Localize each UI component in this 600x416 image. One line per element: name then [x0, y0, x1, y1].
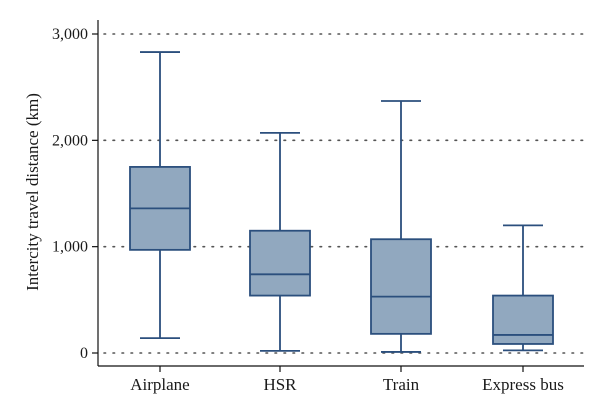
- y-tick-label-1000: 1,000: [52, 239, 88, 256]
- box-express-bus: [492, 224, 554, 352]
- x-category-label-express-bus: Express bus: [482, 375, 564, 394]
- y-ticks: 0 1,000 2,000 3,000: [52, 26, 98, 362]
- box-hsr: [249, 131, 311, 352]
- iqr-box: [370, 238, 432, 335]
- iqr-box: [492, 294, 554, 345]
- x-category-label-airplane: Airplane: [130, 375, 189, 394]
- x-category-label-hsr: HSR: [263, 375, 297, 394]
- y-tick-label-0: 0: [80, 345, 88, 362]
- box-train: [370, 100, 432, 353]
- iqr-box: [249, 229, 311, 297]
- box-airplane: [129, 51, 191, 340]
- boxes: [129, 51, 554, 353]
- y-tick-label-2000: 2,000: [52, 132, 88, 149]
- y-tick-label-3000: 3,000: [52, 26, 88, 43]
- x-category-label-train: Train: [383, 375, 420, 394]
- y-axis-label: Intercity travel distance (km): [23, 93, 42, 291]
- x-category-labels: Airplane HSR Train Express bus: [130, 366, 564, 394]
- axes: [97, 20, 584, 367]
